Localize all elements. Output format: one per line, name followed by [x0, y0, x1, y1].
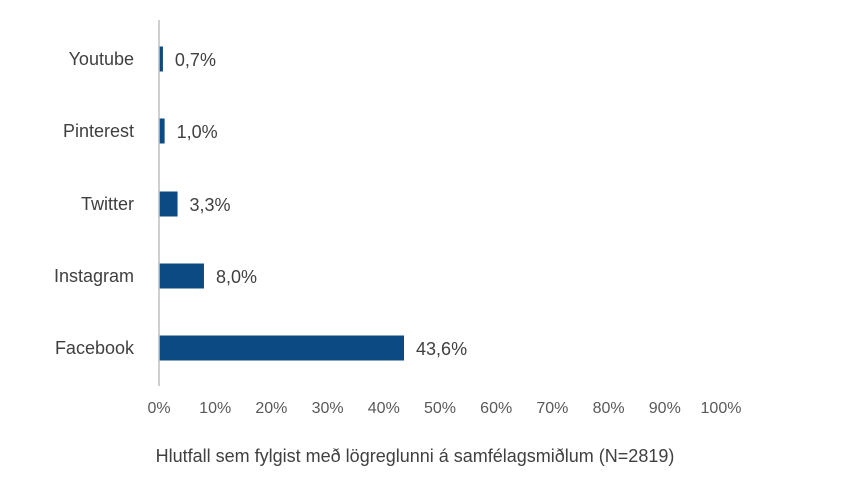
- x-axis-title: Hlutfall sem fylgist með lögreglunni á s…: [156, 446, 675, 466]
- category-label-twitter: Twitter: [81, 194, 134, 214]
- category-label-facebook: Facebook: [55, 338, 135, 358]
- data-label-pinterest: 1,0%: [177, 122, 218, 142]
- data-label-twitter: 3,3%: [190, 195, 231, 215]
- category-label-youtube: Youtube: [69, 49, 134, 69]
- data-label-youtube: 0,7%: [175, 50, 216, 70]
- bar-facebook: [159, 335, 405, 361]
- x-tick-label: 50%: [424, 400, 456, 417]
- x-tick-labels: 0% 10% 20% 30% 40% 50% 60% 70% 80% 90% 100%: [147, 400, 741, 417]
- x-tick-label: 90%: [649, 400, 681, 417]
- bars-layer: [159, 46, 405, 361]
- bar-youtube: [159, 46, 163, 72]
- category-label-pinterest: Pinterest: [63, 121, 134, 141]
- x-tick-label: 10%: [199, 400, 231, 417]
- data-label-facebook: 43,6%: [416, 339, 467, 359]
- x-tick-label: 100%: [701, 400, 742, 417]
- bar-instagram: [159, 263, 204, 289]
- data-label-instagram: 8,0%: [216, 267, 257, 287]
- data-labels: 43,6% 8,0% 3,3% 1,0% 0,7%: [175, 50, 467, 359]
- x-tick-label: 40%: [368, 400, 400, 417]
- x-tick-label: 70%: [536, 400, 568, 417]
- category-labels: Facebook Instagram Twitter Pinterest Youtube: [54, 49, 135, 358]
- x-tick-label: 30%: [312, 400, 344, 417]
- x-tick-label: 60%: [480, 400, 512, 417]
- bar-pinterest: [159, 118, 165, 144]
- category-label-instagram: Instagram: [54, 266, 134, 286]
- x-tick-label: 80%: [593, 400, 625, 417]
- bar-twitter: [159, 191, 178, 217]
- x-tick-label: 20%: [255, 400, 287, 417]
- x-tick-label: 0%: [147, 400, 170, 417]
